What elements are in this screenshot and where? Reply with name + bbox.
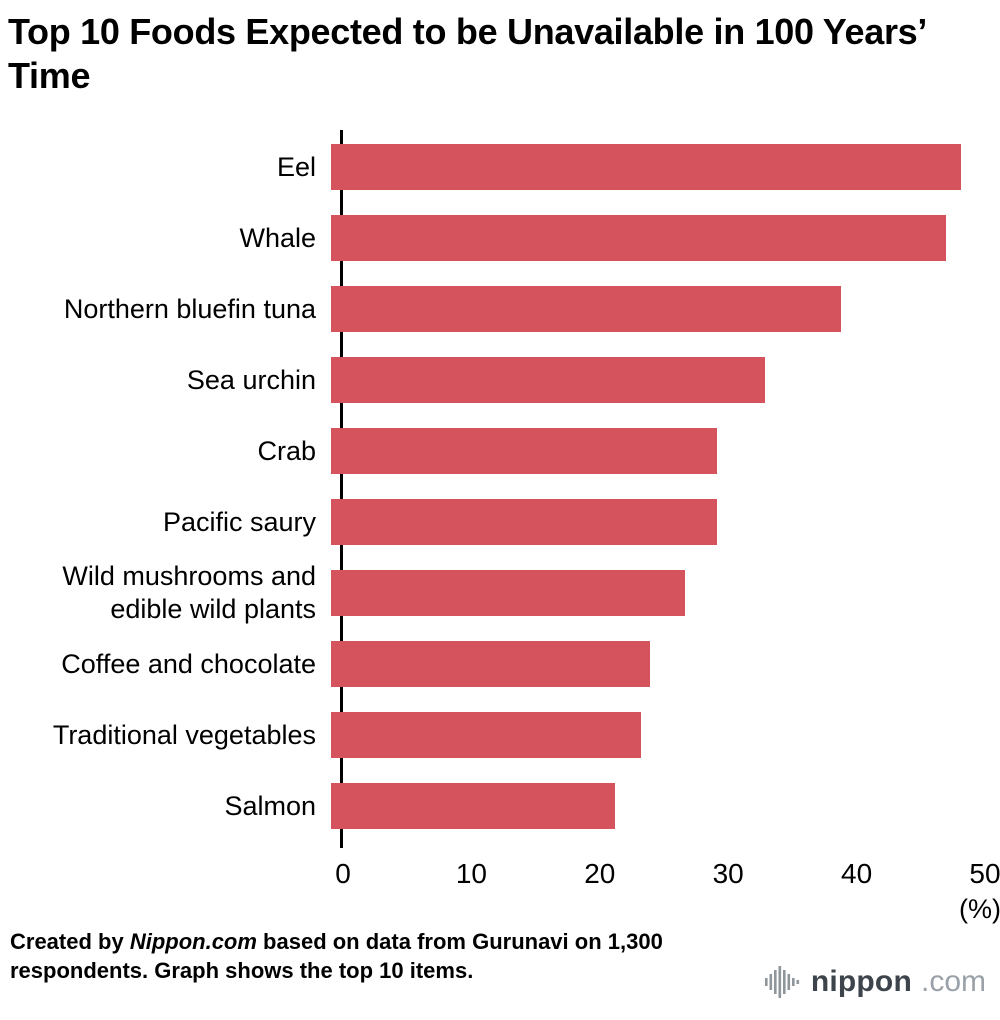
source-note-brand: Nippon.com [129, 928, 257, 954]
bar [331, 641, 651, 688]
category-label: Crab [257, 435, 316, 466]
bar-row: Coffee and chocolate [0, 629, 1000, 700]
x-axis-unit: (%) [958, 893, 1000, 924]
bar [331, 144, 962, 191]
category-label: Whale [239, 222, 316, 253]
bar-rows: Eel Whale Northern bluefin tuna Sea urchin C… [0, 132, 1000, 842]
x-tick-label: 40 [841, 857, 873, 889]
page-title: Top 10 Foods Expected to be Unavailable … [8, 11, 926, 96]
category-label: Eel [276, 151, 316, 182]
source-note-suffix: based on data from Gurunavi on 1,300 res… [10, 928, 663, 984]
category-label: Northern bluefin tuna [63, 293, 316, 324]
bar-chart: Eel Whale Northern bluefin tuna Sea urchin C… [0, 129, 1000, 932]
x-tick-label: 20 [584, 857, 616, 889]
bar-track [331, 641, 985, 688]
category-label: Traditional vegetables [52, 719, 316, 750]
category-label: Sea urchin [186, 364, 316, 395]
bar-row: Pacific saury [0, 487, 1000, 558]
bar [331, 570, 686, 617]
plot-area: Eel Whale Northern bluefin tuna Sea urchin C… [0, 129, 1000, 848]
nippon-logo: nippon .com [764, 964, 986, 1000]
bar-track [331, 783, 985, 830]
bar-track [331, 357, 985, 404]
bar-row: Wild mushrooms and edible wild plants [0, 558, 1000, 629]
y-axis-line [340, 129, 343, 848]
bar [331, 428, 717, 475]
bar-track [331, 712, 985, 759]
bar-row: Eel [0, 132, 1000, 203]
source-note-prefix: Created by [10, 928, 130, 954]
bar-track [331, 428, 985, 475]
bar [331, 357, 766, 404]
bar-row: Northern bluefin tuna [0, 274, 1000, 345]
category-label: Coffee and chocolate [61, 648, 316, 679]
bar-track [331, 215, 985, 262]
category-label: Wild mushrooms and edible wild plants [62, 561, 316, 625]
bar-track [331, 286, 985, 333]
x-axis: (%) 0 10 20 30 40 50 [335, 848, 1000, 932]
category-label: Salmon [224, 790, 316, 821]
nippon-logo-bars-icon [764, 966, 799, 998]
bar [331, 286, 842, 333]
bar [331, 712, 641, 759]
x-tick-label: 30 [712, 857, 744, 889]
bar-track [331, 499, 985, 546]
bar-row: Whale [0, 203, 1000, 274]
bar-row: Salmon [0, 771, 1000, 842]
x-tick-label: 50 [969, 857, 1000, 889]
bar-row: Crab [0, 416, 1000, 487]
source-note: Created by Nippon.com based on data from… [10, 927, 670, 986]
bar-track [331, 570, 985, 617]
bar [331, 215, 946, 262]
nippon-logo-tld: .com [920, 965, 986, 998]
bar-row: Sea urchin [0, 345, 1000, 416]
category-label: Pacific saury [162, 506, 316, 537]
x-tick-label: 0 [335, 857, 351, 889]
bar [331, 783, 615, 830]
nippon-logo-name: nippon [810, 965, 912, 998]
bar-row: Traditional vegetables [0, 700, 1000, 771]
x-tick-label: 10 [455, 857, 487, 889]
bar-track [331, 144, 985, 191]
bar [331, 499, 717, 546]
